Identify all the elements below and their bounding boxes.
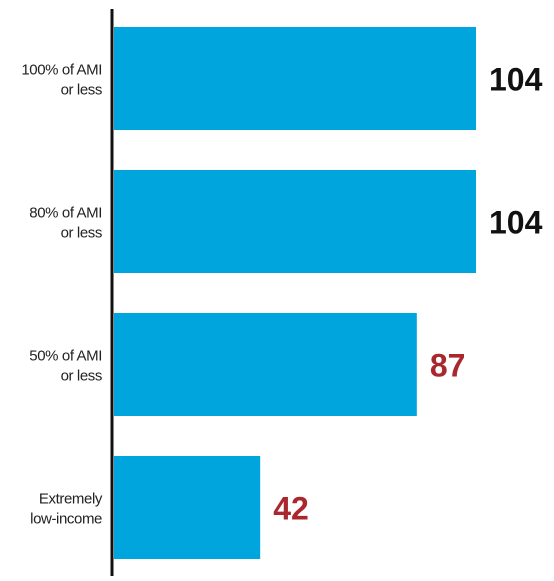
category-label-line: 50% of AMI	[29, 348, 102, 365]
category-label-line: or less	[61, 368, 102, 385]
value-labels-group: 104 104 87 42	[273, 62, 542, 527]
value-label-1: 104	[489, 205, 543, 241]
category-label-line: low-income	[30, 511, 102, 528]
category-label-1: 80% of AMI or less	[29, 205, 102, 242]
bar-0	[114, 27, 476, 130]
category-label-line: 100% of AMI	[21, 62, 102, 79]
category-label-line: or less	[61, 82, 102, 99]
value-label-3: 42	[273, 491, 309, 527]
bar-1	[114, 170, 476, 273]
value-label-0: 104	[489, 62, 543, 98]
category-label-line: 80% of AMI	[29, 205, 102, 222]
category-label-0: 100% of AMI or less	[21, 62, 102, 99]
bars-group	[114, 27, 476, 559]
category-label-line: Extremely	[39, 491, 103, 508]
bar-3	[114, 456, 261, 559]
category-label-3: Extremely low-income	[30, 491, 103, 528]
bar-2	[114, 313, 417, 416]
category-label-line: or less	[61, 225, 102, 242]
value-label-2: 87	[430, 348, 466, 384]
category-label-2: 50% of AMI or less	[29, 348, 102, 385]
